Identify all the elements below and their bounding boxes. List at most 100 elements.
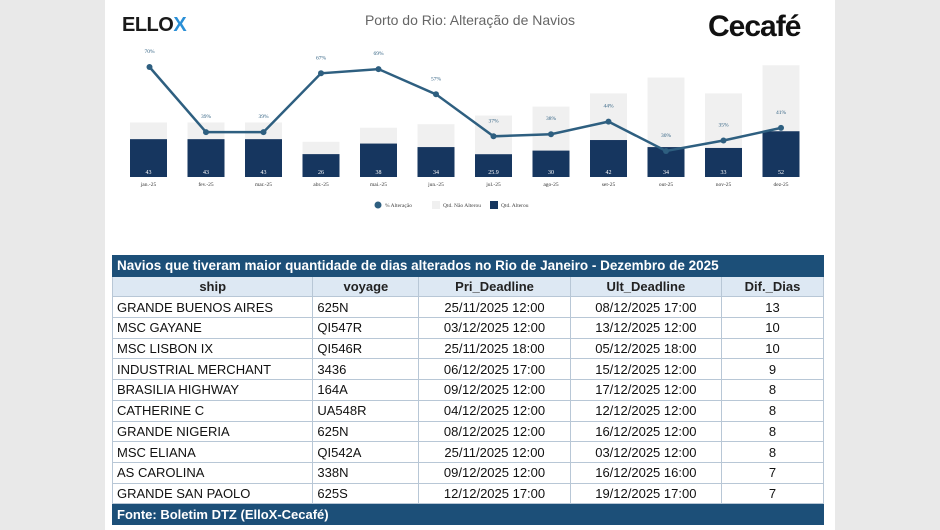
- bar-value-label: 30: [548, 170, 554, 176]
- legend-marker: [374, 201, 382, 209]
- table-cell: 7: [720, 482, 825, 505]
- table-cell: MSC LISBON IX: [111, 337, 314, 360]
- table-cell: 625N: [312, 420, 420, 443]
- bar-value-label: 38: [376, 170, 382, 176]
- line-point: [605, 118, 612, 125]
- table-cell: 13/12/2025 12:00: [569, 317, 722, 339]
- x-tick-label: jan.-25: [140, 182, 157, 188]
- line-point: [778, 124, 784, 131]
- table-cell: INDUSTRIAL MERCHANT: [111, 358, 314, 381]
- line-point: [375, 66, 382, 73]
- bar-value-label: 33: [721, 170, 727, 176]
- table-cell: 16/12/2025 12:00: [569, 420, 722, 443]
- legend-label: Qtd. Não Alterou: [443, 203, 481, 209]
- table-cell: 15/12/2025 12:00: [569, 358, 722, 381]
- table-cell: 08/12/2025 12:00: [418, 420, 571, 443]
- bar-alterou: [417, 147, 455, 177]
- bar-value-label: 43: [146, 170, 152, 176]
- line-point: [490, 133, 497, 140]
- line-value-label: 67%: [316, 55, 327, 61]
- x-tick-label: ago-25: [543, 182, 559, 188]
- table-footer: Fonte: Boletim DTZ (ElloX-Cecafé): [112, 503, 824, 525]
- table-row: GRANDE SAN PAOLO 625S 12/12/2025 17:00 19/1…: [111, 482, 825, 505]
- table-cell: GRANDE SAN PAOLO: [111, 482, 314, 505]
- line-point: [260, 129, 267, 136]
- table-row: AS CAROLINA 338N 09/12/2025 12:00 16/12/202…: [111, 461, 825, 484]
- table-cell: BRASILIA HIGHWAY: [111, 379, 314, 401]
- bar-value-label: 52: [778, 170, 784, 176]
- line-point: [433, 91, 439, 98]
- line-value-label: 70%: [144, 49, 155, 55]
- column-header: Dif._Dias: [720, 275, 825, 298]
- bar-alterou: [187, 139, 225, 177]
- table-cell: 10: [720, 317, 825, 339]
- legend-label: Qtd. Alterou: [501, 203, 529, 209]
- bar-alterou: [475, 154, 512, 177]
- table-cell: 08/12/2025 17:00: [569, 296, 722, 319]
- legend-marker: [432, 201, 440, 209]
- table-cell: 06/12/2025 17:00: [418, 358, 571, 381]
- ships-table: Navios que tiveram maior quantidade de d…: [111, 255, 825, 525]
- table-cell: 16/12/2025 16:00: [569, 461, 722, 484]
- bar-alterou: [762, 131, 800, 177]
- table-cell: 03/12/2025 12:00: [418, 317, 571, 339]
- bar-alterou: [360, 143, 397, 177]
- table-row: MSC GAYANE QI547R 03/12/2025 12:00 13/12/20…: [111, 317, 825, 339]
- line-value-label: 39%: [258, 114, 269, 120]
- x-tick-label: dez-25: [774, 182, 789, 188]
- column-header: Ult_Deadline: [569, 275, 722, 298]
- cecafe-logo: Cecafé: [708, 10, 801, 43]
- table-cell: AS CAROLINA: [111, 461, 314, 484]
- x-tick-label: jun.-25: [427, 182, 444, 188]
- x-tick-label: set-25: [602, 182, 616, 188]
- table-cell: CATHERINE C: [111, 399, 314, 422]
- table-cell: 625N: [312, 296, 420, 319]
- table-cell: 03/12/2025 12:00: [569, 441, 722, 463]
- chart-title: Porto do Rio: Alteração de Navios: [364, 12, 576, 28]
- table-row: BRASILIA HIGHWAY 164A 09/12/2025 12:00 17/1…: [111, 379, 825, 401]
- ellox-logo: ELLOX: [122, 14, 187, 36]
- table-cell: 25/11/2025 12:00: [418, 441, 571, 463]
- line-value-label: 38%: [546, 116, 557, 122]
- line-point: [203, 129, 209, 136]
- table-cell: 25/11/2025 18:00: [418, 337, 571, 360]
- table-row: INDUSTRIAL MERCHANT 3436 06/12/2025 17:00 1…: [111, 358, 825, 381]
- bar-alterou: [532, 150, 570, 177]
- column-header: voyage: [312, 275, 420, 298]
- line-point: [548, 131, 554, 138]
- x-tick-label: nov-25: [716, 182, 732, 188]
- column-header: ship: [111, 275, 314, 298]
- table-cell: QI547R: [312, 317, 420, 339]
- table-cell: GRANDE NIGERIA: [111, 420, 314, 443]
- x-tick-label: jul.-25: [485, 182, 501, 188]
- table-cell: QI546R: [312, 337, 420, 360]
- table-row: GRANDE NIGERIA 625N 08/12/2025 12:00 16/12/…: [111, 420, 825, 443]
- table-cell: 12/12/2025 12:00: [569, 399, 722, 422]
- table-cell: 8: [720, 379, 825, 401]
- table-cell: 8: [720, 399, 825, 422]
- bar-alterou: [302, 154, 340, 177]
- line-value-label: 69%: [373, 51, 384, 57]
- bar-value-label: 34: [433, 170, 439, 176]
- table-cell: GRANDE BUENOS AIRES: [111, 296, 314, 319]
- table-row: MSC LISBON IX QI546R 25/11/2025 18:00 05/12…: [111, 337, 825, 360]
- table-cell: 09/12/2025 12:00: [418, 379, 571, 401]
- x-tick-label: fev.-25: [198, 181, 214, 188]
- table-cell: 8: [720, 441, 825, 463]
- table-cell: 10: [720, 337, 825, 360]
- table-cell: 164A: [312, 379, 420, 401]
- table-cell: 19/12/2025 17:00: [569, 482, 722, 505]
- bar-value-label: 26: [318, 170, 324, 176]
- bar-value-label: 43: [203, 170, 209, 176]
- bar-alterou: [130, 139, 167, 177]
- table-cell: 25/11/2025 12:00: [418, 296, 571, 319]
- x-tick-label: abr.-25: [313, 182, 329, 188]
- line-value-label: 41%: [776, 110, 787, 116]
- column-header: Pri_Deadline: [418, 275, 571, 298]
- table-cell: 9: [720, 358, 825, 381]
- table-cell: UA548R: [312, 399, 420, 422]
- bar-value-label: 34: [663, 170, 669, 176]
- table-cell: 7: [720, 461, 825, 484]
- bar-value-label: 43: [261, 170, 267, 176]
- table-row: CATHERINE C UA548R 04/12/2025 12:00 12/12/2…: [111, 399, 825, 422]
